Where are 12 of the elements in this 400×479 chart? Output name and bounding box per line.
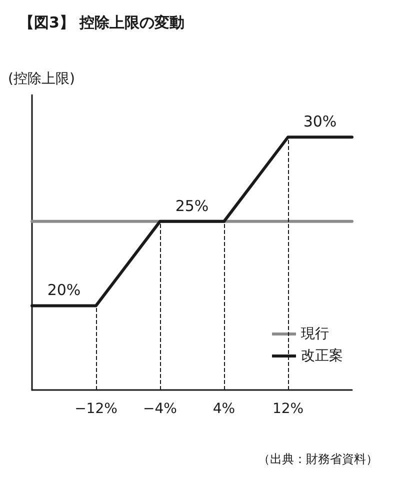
x-tick-label: −4% bbox=[143, 401, 177, 417]
data-label: 30% bbox=[303, 112, 337, 131]
text: （出典：財務省資料） bbox=[258, 452, 378, 466]
legend-label: 現行 bbox=[301, 326, 329, 342]
data-label: 20% bbox=[47, 281, 81, 300]
x-tick-label: 4% bbox=[212, 401, 236, 417]
legend-label: 改正案 bbox=[301, 347, 343, 364]
x-tick-label: −12% bbox=[74, 401, 118, 417]
y-axis-title: (控除上限) bbox=[8, 71, 75, 87]
x-tick-label: 12% bbox=[272, 401, 304, 417]
chart-title: 【図3】 控除上限の変動 bbox=[19, 14, 185, 32]
data-label: 25% bbox=[175, 196, 209, 215]
